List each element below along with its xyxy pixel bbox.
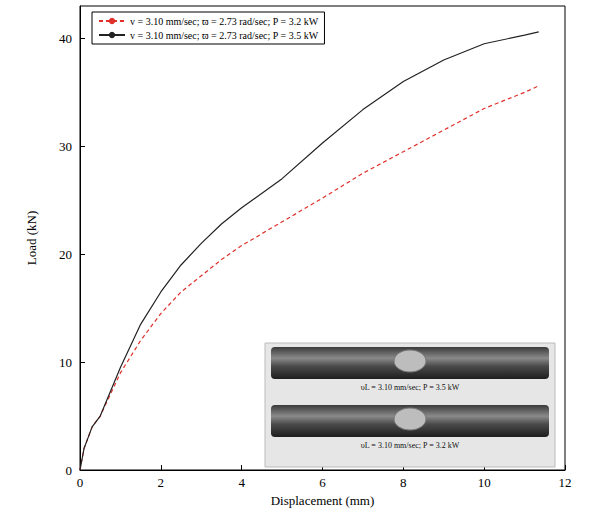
svg-text:υL = 3.10 mm/sec; P = 3.5 kW: υL = 3.10 mm/sec; P = 3.5 kW [361, 383, 460, 392]
svg-text:4: 4 [238, 475, 245, 490]
svg-text:υL = 3.10 mm/sec; P = 3.2 kW: υL = 3.10 mm/sec; P = 3.2 kW [361, 441, 460, 450]
svg-text:8: 8 [400, 475, 407, 490]
svg-text:2: 2 [158, 475, 165, 490]
svg-text:Displacement (mm): Displacement (mm) [271, 493, 375, 508]
svg-text:6: 6 [319, 475, 326, 490]
svg-text:0: 0 [77, 475, 84, 490]
svg-text:10: 10 [59, 355, 72, 370]
svg-text:v = 3.10 mm/sec; ϖ = 2.73 rad/: v = 3.10 mm/sec; ϖ = 2.73 rad/sec; P = 3… [130, 16, 319, 27]
svg-text:40: 40 [59, 31, 72, 46]
svg-text:v = 3.10 mm/sec; ϖ = 2.73 rad/: v = 3.10 mm/sec; ϖ = 2.73 rad/sec; P = 3… [130, 30, 319, 41]
svg-text:0: 0 [66, 463, 73, 478]
svg-text:10: 10 [478, 475, 491, 490]
svg-text:20: 20 [59, 247, 72, 262]
svg-text:12: 12 [559, 475, 572, 490]
svg-text:Load (kN): Load (kN) [24, 211, 39, 266]
svg-text:30: 30 [59, 139, 72, 154]
